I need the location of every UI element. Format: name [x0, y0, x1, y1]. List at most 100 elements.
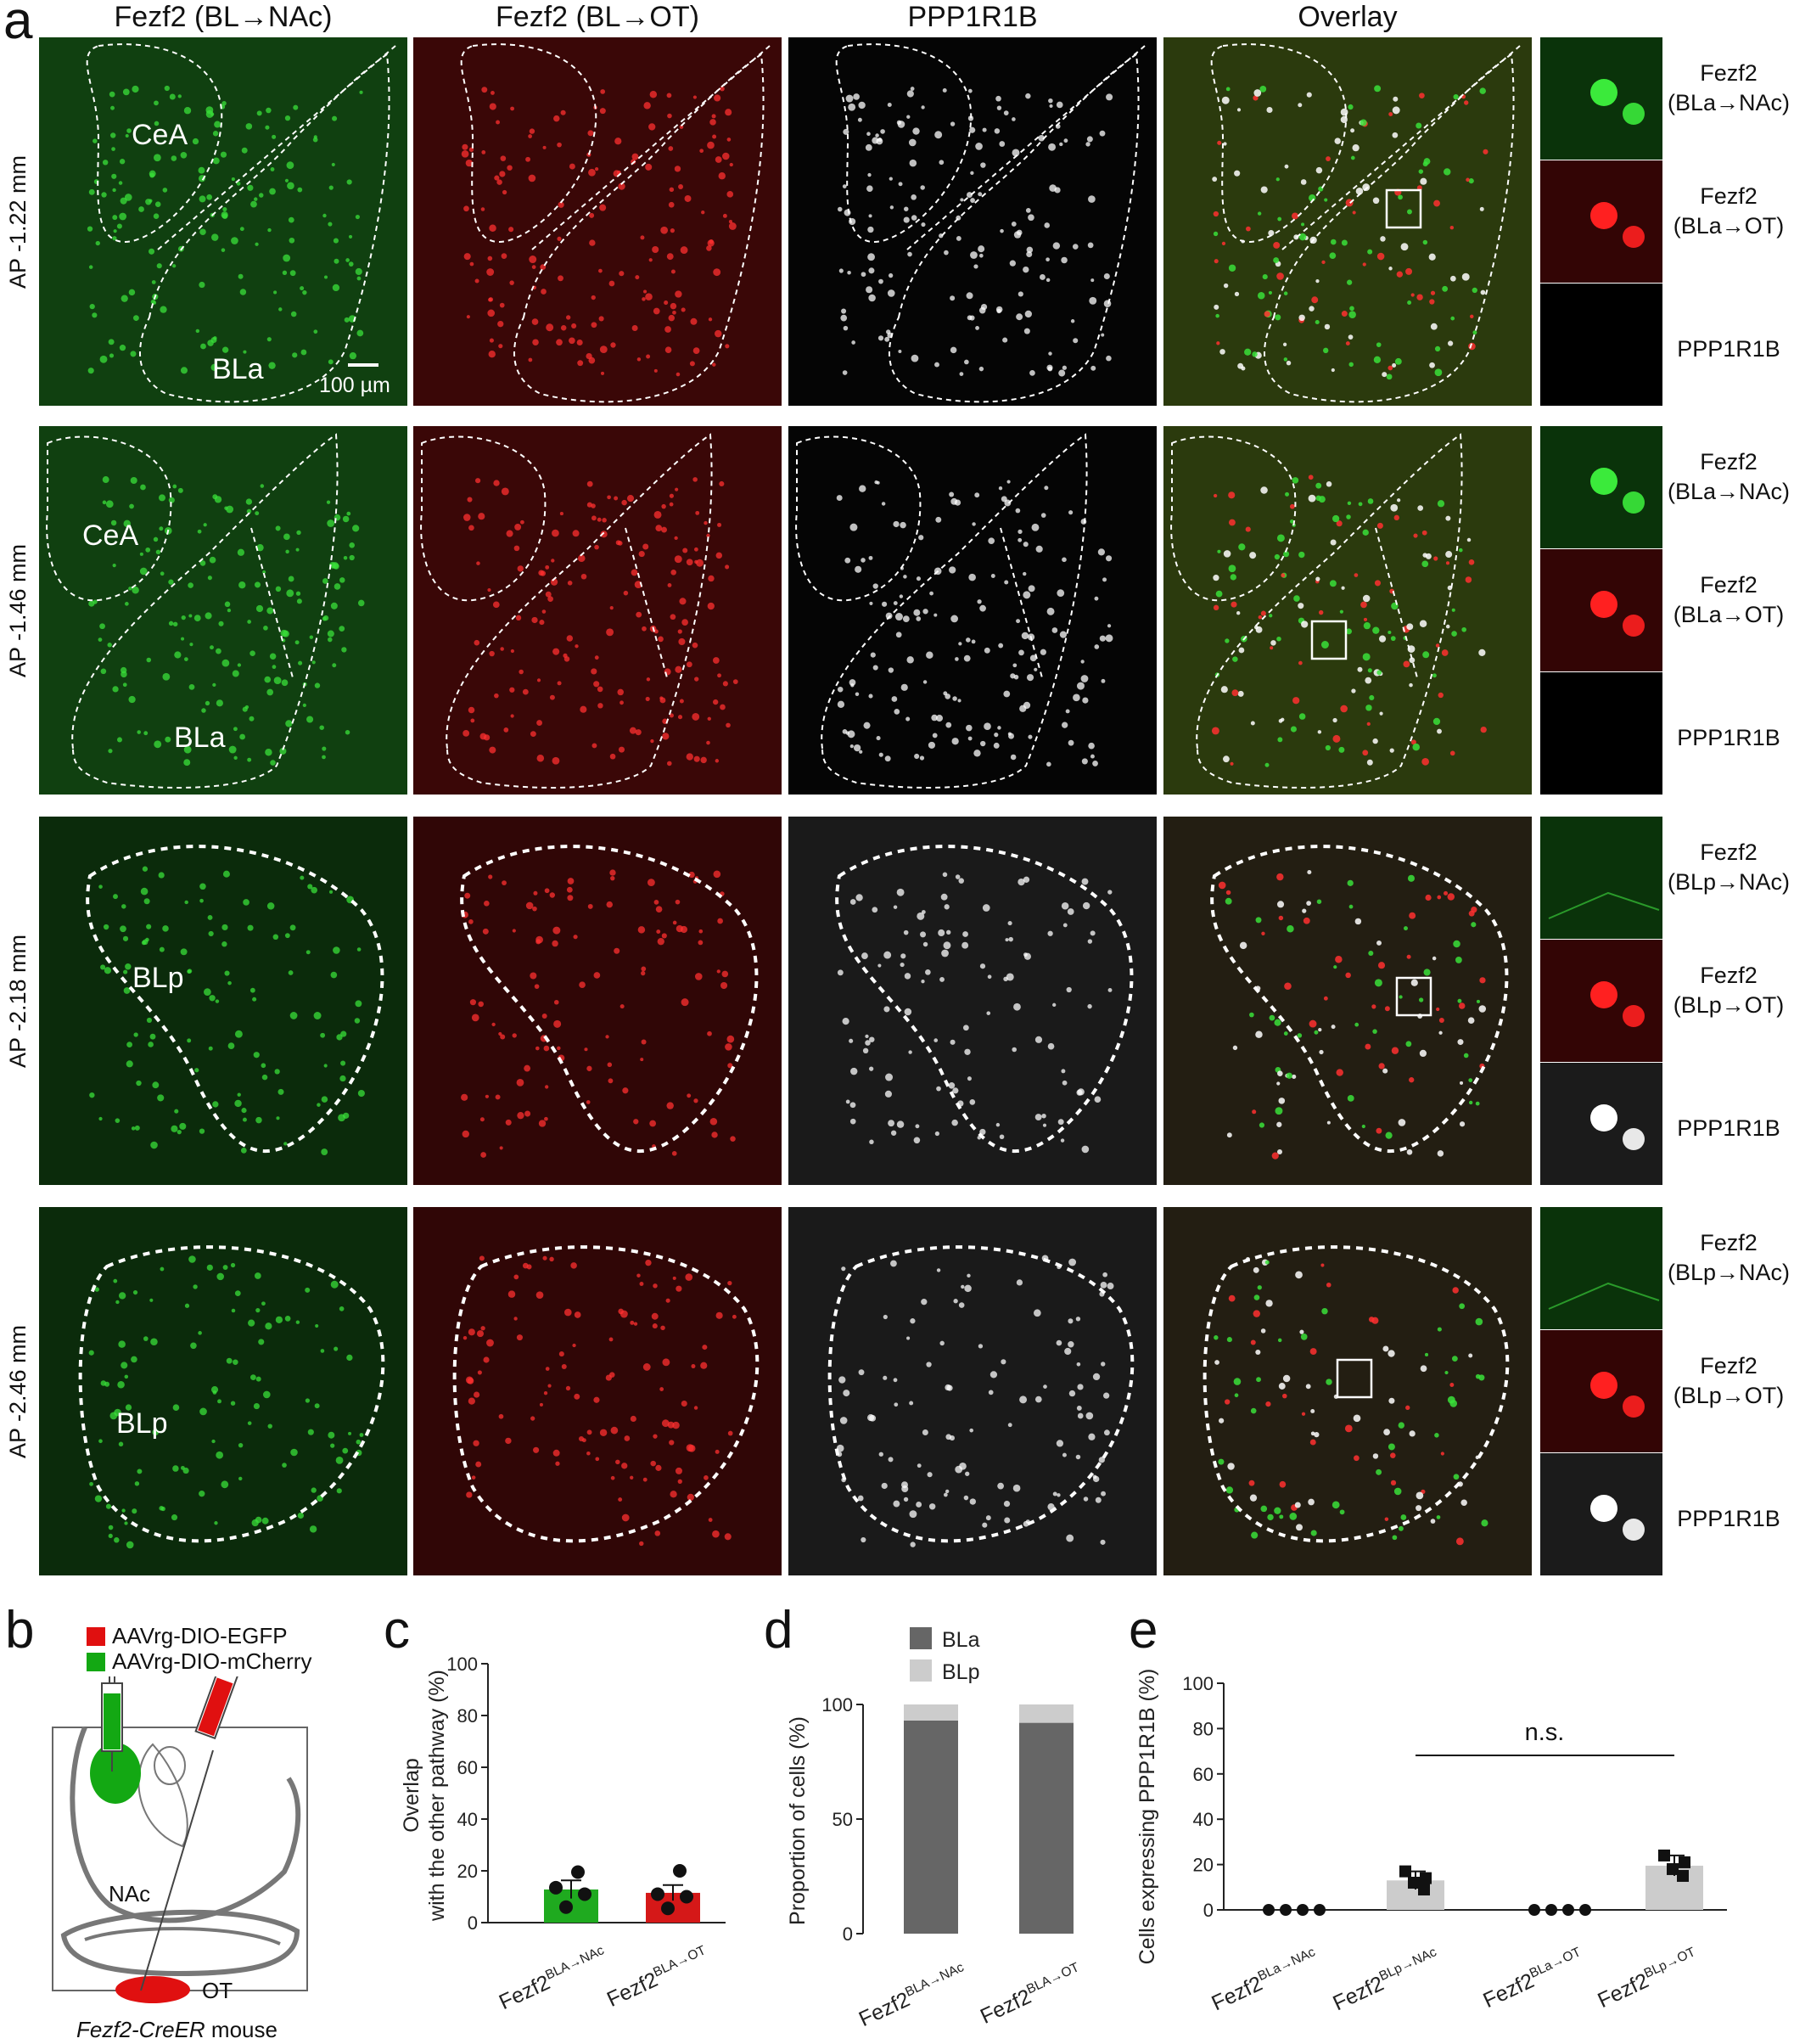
side-label-line: (BLa→NAc) [1667, 479, 1791, 504]
inset-row1-0 [1540, 426, 1662, 548]
legend-mcherry-label: AAVrg-DIO-mCherry [112, 1648, 312, 1674]
side-label-line: (BLp→NAc) [1667, 1260, 1791, 1285]
data-point [559, 1900, 573, 1914]
y-tick-label: 60 [457, 1757, 478, 1778]
stacked-bar-0-BLp [904, 1704, 958, 1721]
micrograph-row3-col3 [1163, 1207, 1532, 1575]
region-label-bla-row1: BLa [174, 722, 226, 754]
side-label-line: Fezf2 [1700, 60, 1758, 86]
caption-rest: mouse [205, 2017, 278, 2042]
data-point [1677, 1869, 1689, 1882]
y-tick-label: 0 [468, 1912, 478, 1934]
panel-letter-d: d [764, 1601, 793, 1659]
panel-letter-e: e [1129, 1601, 1158, 1659]
side-label-row3-1: Fezf2 (BLp→OT) [1665, 1351, 1792, 1411]
inset-row3-1 [1540, 1330, 1662, 1452]
data-point [1667, 1862, 1679, 1875]
ot-band-outer [60, 1909, 300, 1977]
y-tick-label: 0 [843, 1923, 853, 1945]
side-label-line: (BLa→NAc) [1667, 90, 1791, 115]
data-point [1418, 1883, 1430, 1895]
data-point [1545, 1904, 1557, 1916]
column-header-ot: Fezf2 (BL→OT) [496, 1, 699, 33]
nac-label: NAc [109, 1881, 151, 1906]
region-label-bla-row0: BLa [212, 353, 264, 385]
data-point [1280, 1904, 1292, 1916]
row-label-2: AP -2.18 mm [5, 934, 31, 1068]
legend-swatch-green [87, 1652, 105, 1671]
micrograph-row1-col0 [39, 426, 407, 795]
panel-letter-a: a [3, 0, 33, 50]
side-label-line: (BLa→OT) [1673, 602, 1785, 627]
region-label-cea-row1: CeA [82, 519, 139, 552]
panel-letter-c: c [384, 1601, 410, 1659]
ot-injection-site [115, 1976, 190, 2003]
inset-row1-1 [1540, 549, 1662, 671]
side-label-line: Fezf2 [1700, 1353, 1758, 1379]
side-label-line: (BLp→NAc) [1667, 869, 1791, 895]
legend-swatch-red [87, 1626, 105, 1646]
y-tick-label: 50 [833, 1809, 853, 1830]
row-label-3: AP -2.46 mm [5, 1324, 31, 1458]
side-label-row0-0: Fezf2 (BLa→NAc) [1665, 59, 1792, 118]
micrograph-row2-col1 [413, 817, 782, 1185]
y-axis-label: Overlapwith the other pathway (%) [400, 1670, 449, 1922]
striatum-outline [70, 1726, 301, 1923]
region-label-blp-row3: BLp [116, 1407, 168, 1440]
micrograph-row2-col2 [788, 817, 1157, 1185]
micrograph-row3-col0 [39, 1207, 407, 1575]
micrograph-row1-col2 [788, 426, 1157, 795]
side-label-line: Fezf2 [1700, 449, 1758, 474]
legend-mcherry: AAVrg-DIO-mCherry [87, 1648, 311, 1675]
ac-outline [154, 1746, 186, 1785]
region-label-cea-row0: CeA [132, 119, 188, 151]
data-point [1408, 1876, 1420, 1889]
y-tick-label: 100 [821, 1694, 853, 1716]
data-point [1658, 1849, 1670, 1862]
data-point [578, 1887, 591, 1901]
micrograph-row2-col3 [1163, 817, 1532, 1185]
inset-row3-2 [1540, 1453, 1662, 1575]
side-label-row1-2: PPP1R1B [1677, 725, 1780, 750]
x-tick-label: Fezf2BLA→NAc [495, 1943, 610, 2014]
caption-genotype: Fezf2-CreER [76, 2017, 205, 2042]
data-point [1679, 1856, 1690, 1868]
data-point [1420, 1872, 1432, 1884]
syringe-red [194, 1676, 239, 1740]
micrograph-row0-col2 [788, 37, 1157, 406]
data-point [571, 1865, 585, 1879]
data-point [549, 1880, 563, 1895]
x-tick-label: Fezf2BLA→OT [603, 1943, 713, 2012]
x-tick-label: Fezf2BLA→OT [976, 1960, 1086, 2029]
data-point [651, 1887, 664, 1901]
row-label-1: AP -1.46 mm [5, 543, 31, 677]
panel-letter-b: b [5, 1601, 35, 1659]
y-tick-label: 20 [1193, 1855, 1214, 1876]
side-label-line: (BLp→OT) [1673, 1383, 1785, 1408]
column-header-ppp1r1b: PPP1R1B [907, 1, 1038, 33]
side-label-line: Fezf2 [1700, 840, 1758, 865]
syringe-green [101, 1676, 123, 1772]
side-label-row0-2: PPP1R1B [1677, 336, 1780, 362]
side-label-row2-0: Fezf2 (BLp→NAc) [1665, 838, 1792, 897]
schematic-caption: Fezf2-CreER mouse [76, 2017, 278, 2043]
micrograph-row1-col1 [413, 426, 782, 795]
y-tick-label: 20 [457, 1861, 478, 1882]
ventricle-outline [137, 1743, 188, 1848]
micrograph-row1-col3 [1163, 426, 1532, 795]
y-tick-label: 80 [1193, 1718, 1214, 1739]
legend-egfp: AAVrg-DIO-EGFP [87, 1623, 288, 1649]
micrograph-row3-col1 [413, 1207, 782, 1575]
x-tick-label: Fezf2BLp→NAc [1329, 1945, 1444, 2015]
y-tick-label: 0 [1203, 1900, 1214, 1921]
side-label-line: Fezf2 [1700, 572, 1758, 598]
data-point [680, 1890, 693, 1904]
data-point [661, 1901, 675, 1916]
column-header-overlay: Overlay [1298, 1, 1398, 33]
micrograph-row0-col0 [39, 37, 407, 406]
significance-label: n.s. [1525, 1719, 1565, 1746]
y-axis-label: Proportion of cells (%) [786, 1716, 810, 1925]
legend-swatch-BLp [910, 1659, 932, 1682]
side-label-row1-1: Fezf2 (BLa→OT) [1665, 570, 1792, 630]
y-tick-label: 40 [457, 1809, 478, 1830]
